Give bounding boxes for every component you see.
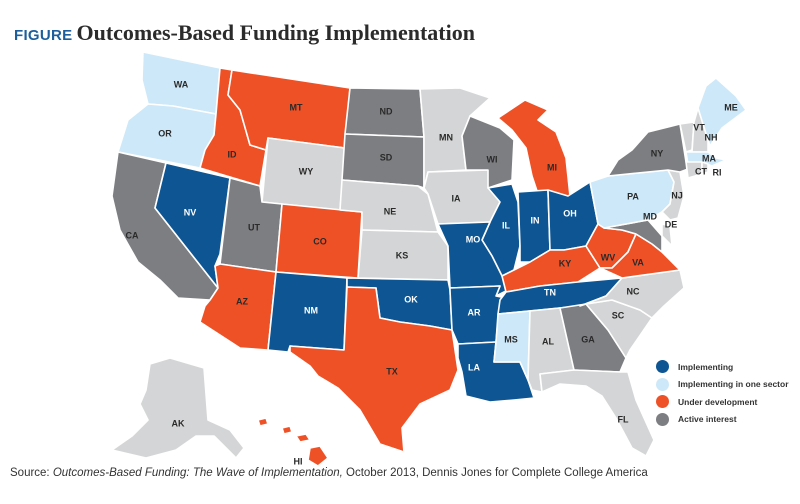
legend-label: Implementing	[678, 361, 734, 372]
state-label-IL: IL	[502, 220, 511, 230]
state-NH[interactable]	[691, 107, 709, 153]
state-label-OH: OH	[563, 208, 577, 218]
state-label-TN: TN	[544, 287, 556, 297]
state-label-UT: UT	[248, 222, 260, 232]
state-FL[interactable]	[539, 369, 655, 457]
state-label-TX: TX	[386, 366, 398, 376]
figure-heading: Outcomes-Based Funding Implementation	[76, 20, 475, 45]
legend-label: Under development	[678, 396, 758, 407]
state-label-NJ: NJ	[671, 190, 683, 200]
state-SD[interactable]	[341, 133, 425, 189]
state-label-MT: MT	[290, 102, 303, 112]
state-label-MS: MS	[504, 334, 518, 344]
state-label-ID: ID	[228, 149, 238, 159]
state-label-GA: GA	[581, 334, 595, 344]
state-NY[interactable]	[607, 123, 697, 177]
state-label-MN: MN	[439, 132, 453, 142]
state-IN[interactable]	[517, 189, 551, 263]
state-label-FL: FL	[618, 414, 629, 424]
source-citation: Source: Outcomes-Based Funding: The Wave…	[10, 467, 648, 479]
state-label-AR: AR	[468, 307, 481, 317]
state-label-LA: LA	[468, 362, 480, 372]
state-label-MI: MI	[547, 162, 557, 172]
state-label-IN: IN	[531, 215, 540, 225]
state-label-SC: SC	[612, 310, 625, 320]
legend-swatch-one-sector	[656, 377, 669, 391]
state-label-RI: RI	[713, 167, 722, 177]
state-label-NC: NC	[627, 286, 640, 296]
state-label-DE: DE	[665, 219, 678, 229]
state-label-AL: AL	[542, 336, 554, 346]
state-label-CT: CT	[695, 166, 707, 176]
state-label-VT: VT	[693, 122, 705, 132]
state-DE[interactable]	[661, 223, 673, 247]
state-label-MA: MA	[702, 153, 716, 163]
legend-item-one-sector: Implementing in one sector	[656, 376, 789, 394]
state-label-WI: WI	[487, 154, 498, 164]
legend-label: Active interest	[678, 414, 737, 425]
state-label-IA: IA	[452, 193, 462, 203]
state-label-CO: CO	[313, 236, 327, 246]
legend-swatch-active-interest	[656, 412, 669, 426]
state-label-SD: SD	[380, 152, 393, 162]
state-AK[interactable]	[111, 357, 245, 459]
figure-title: FIGURE Outcomes-Based Funding Implementat…	[14, 20, 475, 46]
state-label-AZ: AZ	[236, 296, 248, 306]
state-HI[interactable]	[257, 417, 329, 467]
map-legend: Implementing Implementing in one sector …	[656, 358, 789, 428]
legend-swatch-implementing	[656, 360, 669, 374]
state-label-NY: NY	[651, 148, 664, 158]
figure-tag: FIGURE	[14, 27, 73, 44]
state-label-KS: KS	[396, 250, 409, 260]
state-label-MD: MD	[643, 211, 657, 221]
state-label-WY: WY	[299, 166, 314, 176]
state-label-NM: NM	[304, 305, 318, 315]
state-label-HI: HI	[294, 456, 303, 466]
legend-label: Implementing in one sector	[678, 379, 789, 390]
state-label-MO: MO	[466, 234, 481, 244]
state-MD[interactable]	[603, 219, 663, 253]
state-label-KY: KY	[559, 258, 572, 268]
state-KS[interactable]	[357, 229, 449, 281]
state-labels: WA OR CA NV ID MT WY UT AZ CO NM ND SD NE KS OK TX MN IA MO…	[126, 79, 738, 466]
state-label-PA: PA	[627, 191, 639, 201]
legend-item-under-development: Under development	[656, 393, 789, 411]
state-label-CA: CA	[126, 230, 139, 240]
source-title: Outcomes-Based Funding: The Wave of Impl…	[52, 467, 343, 479]
state-label-WA: WA	[174, 79, 189, 89]
source-suffix: October 2013, Dennis Jones for Complete …	[342, 467, 648, 479]
state-label-NE: NE	[384, 206, 397, 216]
source-prefix: Source:	[10, 467, 53, 479]
state-label-ME: ME	[724, 102, 738, 112]
state-ME[interactable]	[697, 77, 747, 147]
state-label-OR: OR	[158, 128, 172, 138]
state-label-OK: OK	[404, 294, 418, 304]
state-TX[interactable]	[289, 286, 459, 453]
state-label-AK: AK	[172, 418, 185, 428]
state-NJ[interactable]	[661, 169, 685, 221]
state-RI[interactable]	[701, 161, 709, 175]
state-label-NH: NH	[705, 132, 718, 142]
state-label-ND: ND	[380, 106, 393, 116]
legend-item-implementing: Implementing	[656, 358, 789, 376]
state-label-VA: VA	[632, 257, 644, 267]
legend-swatch-under-development	[656, 395, 669, 409]
state-label-WV: WV	[601, 252, 616, 262]
state-MI[interactable]	[497, 99, 571, 201]
state-NC[interactable]	[579, 269, 685, 319]
state-label-NV: NV	[184, 207, 197, 217]
legend-item-active-interest: Active interest	[656, 411, 789, 429]
